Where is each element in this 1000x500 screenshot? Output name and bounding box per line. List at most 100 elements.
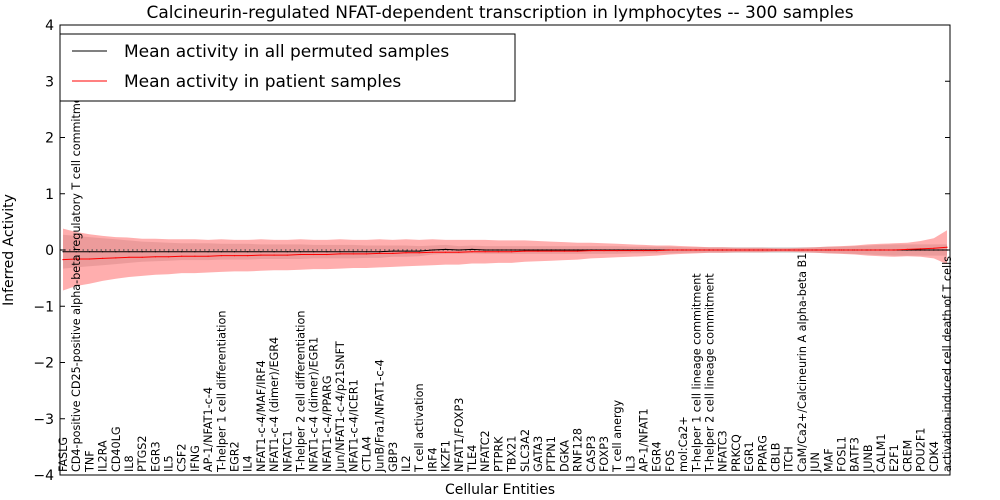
point-permuted-10: [194, 251, 196, 253]
point-permuted-9: [181, 251, 183, 253]
y-tick-label-6: 2: [45, 131, 54, 147]
x-tick-label-66: CDK4: [928, 441, 941, 472]
x-tick-label-64: CREM: [901, 440, 914, 472]
point-patient-39: [577, 250, 579, 252]
point-permuted-5: [128, 251, 130, 253]
point-patient-64: [906, 248, 909, 250]
point-patient-3: [102, 257, 104, 259]
band-patient: [63, 228, 947, 291]
chart-title: Calcineurin-regulated NFAT-dependent tra…: [146, 3, 853, 23]
point-patient-48: [695, 249, 697, 251]
x-tick-label-12: T-helper 1 cell differentiation: [215, 311, 228, 473]
point-patient-17: [286, 254, 288, 256]
x-tick-label-26: IL2: [400, 455, 413, 472]
point-permuted-24: [379, 251, 381, 253]
point-permuted-18: [299, 251, 302, 253]
point-patient-43: [629, 250, 631, 252]
point-permuted-65: [920, 249, 922, 251]
point-patient-67: [946, 246, 948, 248]
x-tick-label-44: AP-1/NFAT1: [638, 408, 651, 472]
point-patient-66: [933, 247, 935, 249]
point-patient-12: [220, 255, 222, 257]
point-permuted-26: [405, 250, 407, 252]
point-permuted-14: [247, 251, 249, 253]
x-tick-label-15: NFAT1-c-4/MAF/IRF4: [255, 360, 268, 472]
point-permuted-22: [352, 251, 354, 253]
point-patient-56: [801, 249, 803, 251]
y-tick-label-2: −2: [33, 356, 54, 372]
x-tick-label-33: PTPRK: [492, 436, 505, 472]
point-patient-41: [603, 250, 605, 252]
x-tick-label-19: NFAT1-c-4 (dimer)/EGR1: [308, 337, 321, 472]
point-patient-9: [181, 255, 183, 257]
point-patient-36: [537, 250, 539, 252]
x-tick-label-41: FOXP3: [598, 436, 611, 472]
point-permuted-38: [563, 249, 566, 251]
x-tick-label-28: IRF4: [426, 447, 439, 472]
x-tick-label-10: IFNG: [189, 445, 202, 472]
x-tick-label-59: FOSL1: [835, 436, 848, 472]
y-tick-label-0: −4: [33, 468, 54, 484]
x-tick-label-1: CD4-positive CD25-positive alpha-beta re…: [70, 84, 83, 472]
x-tick-label-55: ITCH: [783, 446, 796, 472]
x-tick-label-13: EGR2: [229, 441, 242, 472]
point-patient-61: [867, 249, 869, 251]
x-tick-label-2: TNF: [83, 450, 96, 473]
x-tick-label-37: PTPN1: [545, 436, 558, 472]
point-patient-11: [207, 255, 209, 257]
point-patient-50: [722, 249, 724, 251]
y-tick-label-4: 0: [45, 243, 54, 259]
y-tick-label-5: 1: [45, 187, 54, 203]
point-patient-46: [669, 249, 671, 251]
x-tick-label-53: PPARG: [756, 435, 769, 472]
x-tick-label-16: NFAT1-c-4 (dimer)/EGR4: [268, 337, 281, 472]
x-tick-label-56: CaM/Ca2+/Calcineurin A alpha-beta B1: [796, 253, 809, 472]
x-tick-label-17: NFATC1: [281, 430, 294, 472]
x-axis-label: Cellular Entities: [445, 482, 555, 498]
x-tick-label-60: BATF3: [849, 437, 862, 472]
x-tick-label-22: NFAT1-c-4/ICER1: [347, 379, 360, 472]
point-permuted-37: [550, 249, 552, 251]
point-patient-62: [880, 249, 882, 251]
point-patient-7: [154, 256, 156, 258]
point-permuted-28: [431, 249, 433, 251]
x-tick-label-31: TLE4: [466, 445, 479, 473]
x-tick-label-42: T cell anergy: [611, 399, 624, 473]
point-patient-33: [497, 251, 499, 253]
point-patient-22: [352, 253, 354, 255]
point-patient-55: [788, 249, 790, 251]
x-tick-label-62: CALM1: [875, 434, 888, 472]
x-tick-label-49: T-helper 2 cell lineage commitment: [704, 273, 717, 473]
x-tick-label-65: POU2F1: [915, 428, 928, 472]
y-axis: −4 −3 −2 −1 0 1 2 3 4: [33, 18, 950, 484]
point-patient-28: [431, 251, 433, 253]
point-patient-30: [458, 251, 460, 253]
point-patient-59: [840, 249, 843, 251]
point-patient-63: [893, 249, 895, 251]
point-patient-32: [484, 251, 486, 253]
point-permuted-11: [207, 251, 209, 253]
x-tick-label-63: E2F1: [888, 444, 901, 472]
point-patient-65: [920, 248, 922, 250]
x-tick-label-3: IL2RA: [97, 440, 110, 472]
point-patient-54: [774, 249, 777, 251]
x-tick-label-5: IL8: [123, 455, 136, 472]
x-tick-label-54: CBLB: [770, 443, 783, 472]
point-patient-0: [62, 259, 64, 261]
x-tick-label-14: IL4: [242, 455, 255, 472]
x-tick-label-18: T-helper 2 cell differentiation: [295, 311, 308, 473]
point-patient-53: [761, 249, 763, 251]
legend-box: [59, 33, 516, 102]
point-permuted-17: [286, 251, 288, 253]
x-tick-label-30: NFAT1/FOXP3: [453, 398, 466, 472]
x-tick-label-7: EGR3: [149, 441, 162, 472]
point-permuted-36: [537, 249, 539, 251]
x-tick-label-57: JUN: [809, 452, 822, 473]
point-permuted-25: [392, 250, 394, 252]
point-permuted-66: [933, 249, 935, 251]
point-permuted-12: [220, 251, 222, 253]
x-tick-label-24: JunB/Fra1/NFAT1-c-4: [374, 359, 387, 473]
x-tick-label-50: NFATC3: [717, 430, 730, 472]
point-patient-51: [735, 249, 737, 251]
